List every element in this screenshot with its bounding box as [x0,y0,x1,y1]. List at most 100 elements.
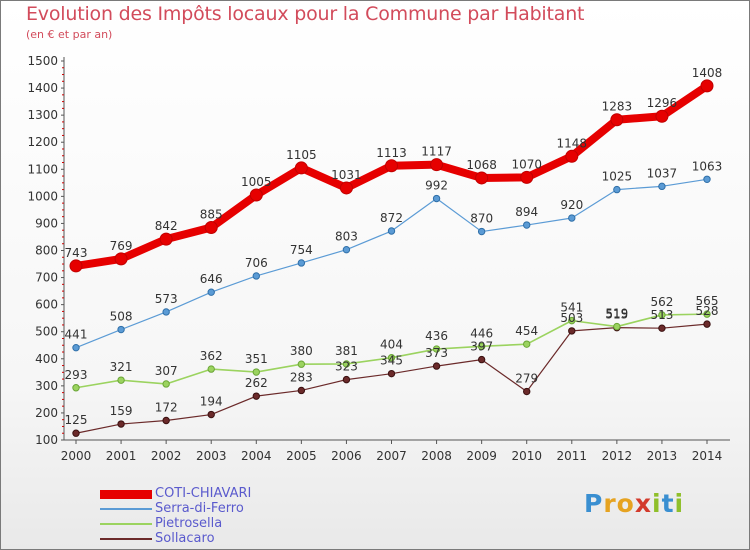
data-label: 562 [650,295,673,309]
data-label: 872 [380,211,403,225]
data-point [69,259,83,273]
data-label: 404 [380,338,403,352]
data-point [658,324,666,332]
y-tick-label: 1500 [27,54,58,68]
legend-label: COTI-CHIAVARI [155,486,252,501]
data-point [294,161,308,175]
data-label: 323 [335,360,358,374]
data-point [432,194,441,203]
data-label: 397 [470,340,493,354]
legend-label: Serra-di-Ferro [155,501,244,516]
legend-swatch [100,538,152,540]
data-label: 1113 [376,146,407,160]
chart-series [69,79,714,437]
logo-letter: i [652,489,662,518]
data-label: 436 [425,329,448,343]
data-label: 159 [110,404,133,418]
x-tick-label: 2000 [61,449,92,463]
y-tick-label: 700 [35,271,58,285]
data-point [475,171,489,185]
data-point [117,376,125,384]
chart-data-labels: 743 769 842 885 1005 1105 1031 1113 1117 1068 1070… [65,66,723,427]
x-tick-label: 2014 [692,449,723,463]
data-label: 1148 [557,136,588,150]
data-label: 1031 [331,168,362,182]
data-point [477,355,486,364]
data-label: 803 [335,230,358,244]
x-tick-label: 2009 [466,449,497,463]
data-label: 515 [605,308,628,322]
x-tick-label: 2011 [557,449,588,463]
legend-label: Pietrosella [155,516,223,531]
data-point [430,158,444,172]
data-point [565,149,579,163]
logo-letter: t [661,489,675,518]
data-label: 1408 [692,66,723,80]
data-label: 842 [155,219,178,233]
data-label: 870 [470,212,493,226]
logo-letter: i [674,489,685,518]
data-label: 528 [696,304,719,318]
data-label: 769 [110,239,133,253]
data-point [207,288,215,296]
data-label: 894 [515,205,538,219]
chart-axes: 100 200 300 400 500 600 700 800 900 1000 1100 1200 1… [27,54,730,463]
data-label: 262 [245,376,268,390]
x-tick-label: 2003 [196,449,227,463]
logo-letter: P [584,489,604,518]
x-tick-label: 2013 [647,449,678,463]
data-label: 754 [290,243,313,257]
data-point [477,227,486,236]
data-label: 351 [245,352,268,366]
data-point [613,185,621,194]
data-label: 446 [470,326,493,340]
data-point [700,79,714,93]
data-label: 454 [515,324,538,338]
data-point [114,252,128,266]
data-point [610,113,624,127]
legend-swatch [100,523,152,525]
data-label: 283 [290,370,313,384]
chart-subtitle: (en € et par an) [26,28,113,41]
data-point [159,232,173,246]
data-label: 743 [65,246,88,260]
data-label: 1070 [511,157,542,171]
data-point [703,175,711,184]
data-label: 321 [110,360,133,374]
data-point [342,360,351,368]
data-point [658,182,666,191]
data-point [387,369,396,378]
data-point [385,159,398,173]
data-label: 920 [560,198,583,212]
data-label: 503 [560,311,583,325]
logo-letter: r [603,489,617,518]
data-point [339,181,353,195]
legend-swatch [100,508,152,510]
data-point [252,272,260,280]
data-point [72,343,80,352]
data-point [117,325,125,334]
y-tick-label: 100 [35,433,58,447]
data-label: 1296 [647,96,678,110]
data-point [655,109,669,123]
data-point [703,310,711,318]
data-label: 279 [515,372,538,386]
data-label: 125 [65,413,88,427]
data-point [252,392,260,400]
x-tick-label: 2002 [151,449,182,463]
data-label: 1025 [602,170,633,184]
data-point [523,340,531,348]
data-label: 373 [425,346,448,360]
data-point [249,188,263,202]
y-tick-label: 1000 [27,189,58,203]
y-tick-label: 300 [35,379,58,393]
data-label: 508 [110,310,133,324]
data-point [297,386,306,395]
data-point [613,322,621,331]
y-tick-label: 1400 [27,81,58,95]
y-tick-label: 500 [35,325,58,339]
data-label: 565 [696,294,719,308]
logo-letter: o [616,489,635,518]
series-line [75,178,708,349]
data-point [658,311,666,319]
